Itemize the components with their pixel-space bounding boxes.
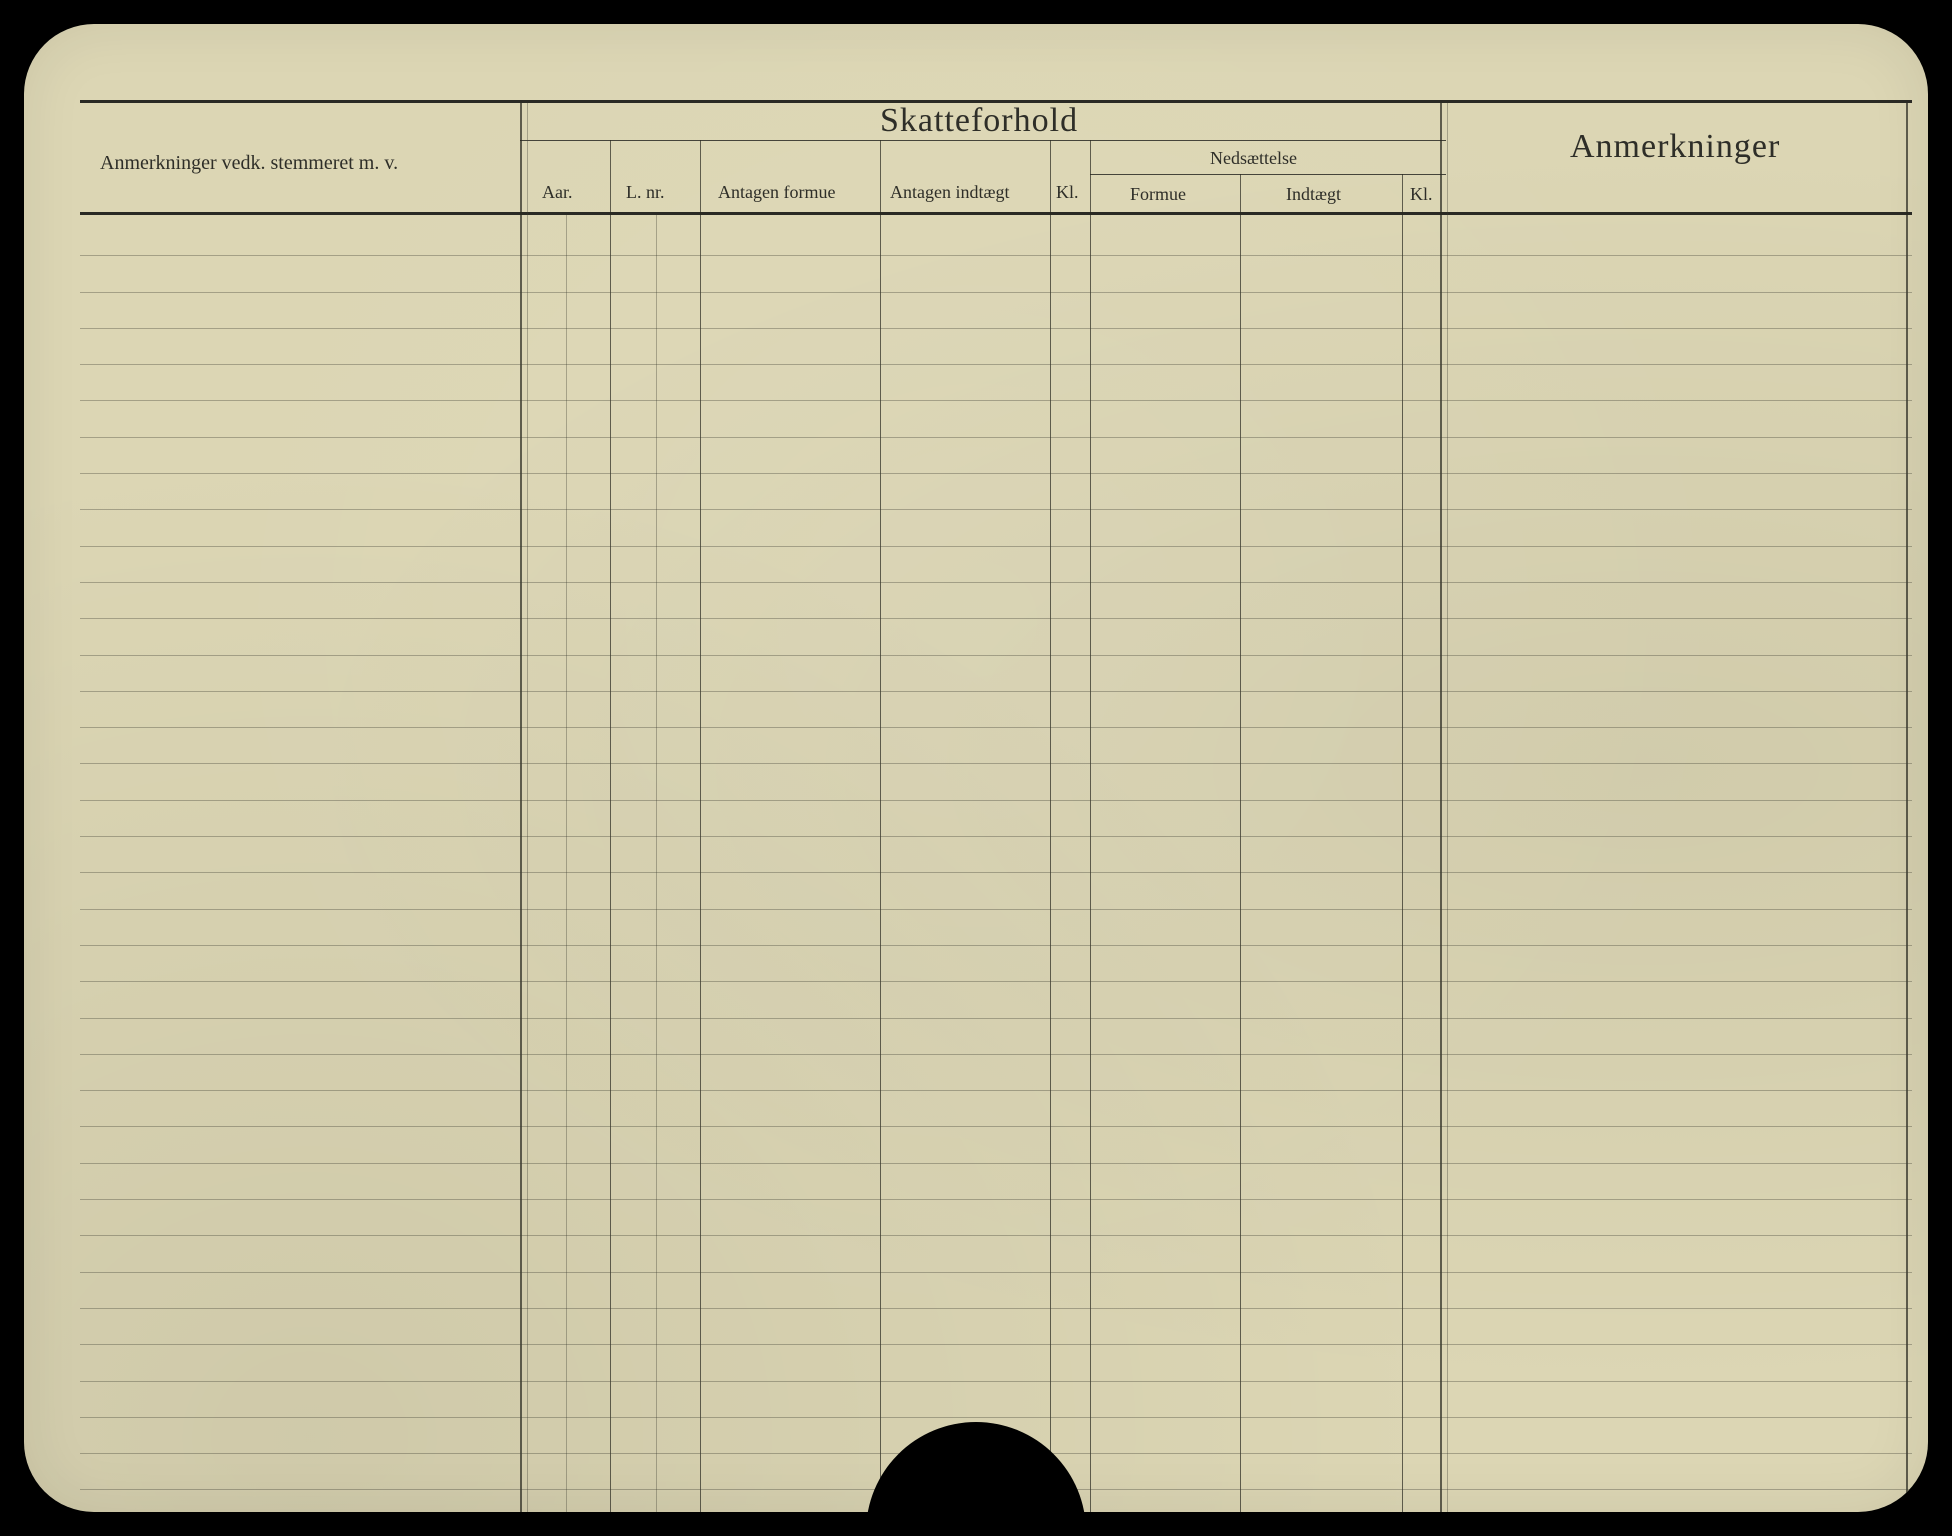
header-antagen-indtaegt: Antagen indtægt <box>890 182 1010 203</box>
header-lnr: L. nr. <box>626 182 665 203</box>
table-row <box>80 873 1912 909</box>
table-row <box>80 764 1912 800</box>
table-row <box>80 910 1912 946</box>
neds-sub-rule <box>1090 174 1446 175</box>
ledger-card: Anmerkninger vedk. stemmeret m. v. Skatt… <box>24 24 1928 1512</box>
header-kl1: Kl. <box>1056 182 1079 203</box>
table-row <box>80 619 1912 655</box>
table-row <box>80 1164 1912 1200</box>
table-row <box>80 1055 1912 1091</box>
table-row <box>80 1273 1912 1309</box>
table-row <box>80 692 1912 728</box>
header-mid-rule <box>520 140 1446 141</box>
body-lines <box>80 220 1912 1512</box>
table-row <box>80 583 1912 619</box>
table-row <box>80 1127 1912 1163</box>
header-bottom-rule <box>80 212 1912 215</box>
table-row <box>80 293 1912 329</box>
table-row <box>80 1200 1912 1236</box>
header-neds-indtaegt: Indtægt <box>1286 184 1341 205</box>
header-aar: Aar. <box>542 182 573 203</box>
table-row <box>80 1309 1912 1345</box>
header-antagen-formue: Antagen formue <box>718 182 835 203</box>
table-row <box>80 220 1912 256</box>
table-row <box>80 1236 1912 1272</box>
table-row <box>80 256 1912 292</box>
table-row <box>80 1382 1912 1418</box>
table-row <box>80 329 1912 365</box>
content-area: Anmerkninger vedk. stemmeret m. v. Skatt… <box>80 88 1912 1512</box>
table-row <box>80 474 1912 510</box>
table-row <box>80 946 1912 982</box>
table-row <box>80 837 1912 873</box>
table-row <box>80 1019 1912 1055</box>
header-neds-formue: Formue <box>1130 184 1186 205</box>
header-col1: Anmerkninger vedk. stemmeret m. v. <box>100 152 398 175</box>
header-nedsaettelse: Nedsættelse <box>1210 148 1297 169</box>
table-row <box>80 365 1912 401</box>
table-row <box>80 656 1912 692</box>
table-row <box>80 438 1912 474</box>
table-row <box>80 1091 1912 1127</box>
table-row <box>80 982 1912 1018</box>
table-row <box>80 1345 1912 1381</box>
header-kl2: Kl. <box>1410 184 1433 205</box>
table-row <box>80 547 1912 583</box>
table-row <box>80 401 1912 437</box>
table-row <box>80 728 1912 764</box>
table-row <box>80 801 1912 837</box>
header-anmerkninger: Anmerkninger <box>1570 128 1780 166</box>
table-row <box>80 510 1912 546</box>
header-skatteforhold: Skatteforhold <box>880 102 1078 140</box>
